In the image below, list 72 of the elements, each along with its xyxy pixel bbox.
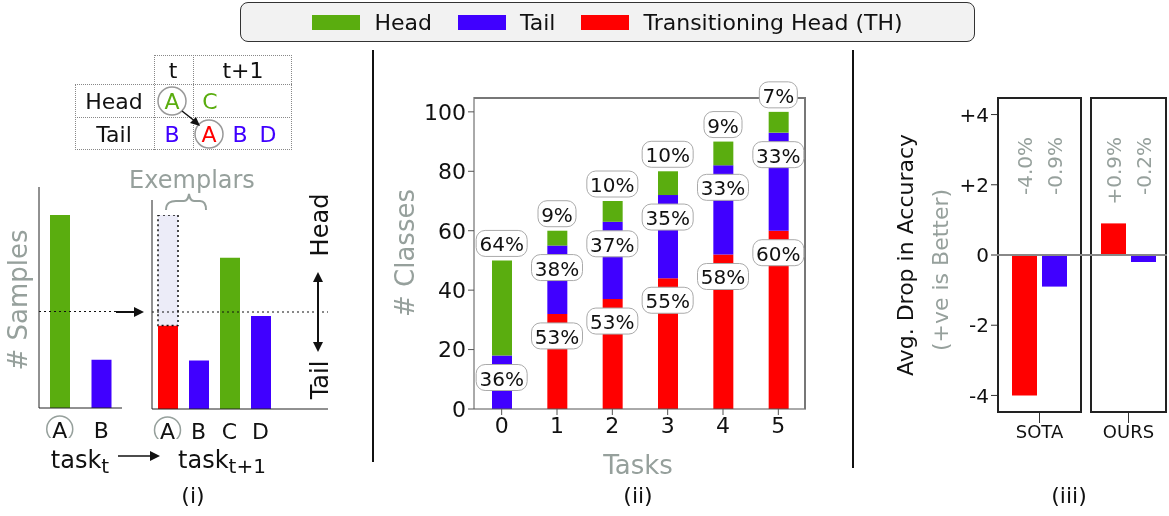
x-tick-label: 2 [605, 412, 620, 438]
x-tick-label: A [52, 417, 68, 443]
data-label: -0.2% [1131, 137, 1156, 196]
text: t+1 [222, 57, 264, 83]
annotation: 53% [590, 310, 635, 335]
data-label: -0.9% [1042, 137, 1067, 196]
data-label: +0.9% [1101, 137, 1126, 205]
annotation: 10% [590, 173, 635, 197]
x-tick-label: 5 [771, 412, 786, 438]
y-axis-title: # Classes [390, 189, 420, 317]
x-tick-label: A [159, 418, 176, 444]
y-tick-label: +4 [959, 102, 989, 127]
y-tick-label: 80 [438, 159, 466, 185]
text: t [168, 57, 178, 83]
annotation: 58% [700, 265, 746, 290]
text: A [201, 121, 217, 147]
text: Head [306, 193, 334, 257]
text: C [202, 88, 218, 114]
y-axis-title: # Samples [3, 229, 33, 371]
text: Head [85, 88, 143, 114]
text: (+ve is Better) [927, 188, 953, 352]
y-tick-label: 100 [424, 99, 466, 125]
x-tick-label: C [221, 418, 238, 444]
data-label: -4.0% [1012, 137, 1037, 196]
y-tick-label: -2 [969, 313, 989, 338]
text: Tail [96, 121, 132, 147]
annotation: 10% [645, 143, 690, 168]
annotation: 53% [534, 324, 580, 349]
annotation: 9% [541, 202, 573, 227]
x-tick-label: B [93, 417, 109, 443]
y-tick-label: 0 [452, 396, 466, 422]
x-tick-label: 0 [494, 412, 509, 438]
annotation: 9% [707, 113, 739, 138]
x-axis-title: task$_{t+1}$ [178, 445, 266, 479]
x-axis-title: task$_{t}$ [50, 445, 110, 479]
y-tick-label: 0 [976, 243, 989, 268]
x-axis-title: Tasks [603, 450, 673, 480]
annotation: 38% [534, 256, 580, 281]
legend-label: Transitioning Head (TH) [643, 9, 903, 35]
annotation: 35% [645, 206, 690, 231]
x-tick-label: OURS [1102, 420, 1155, 442]
annotation: 33% [700, 176, 746, 201]
x-tick-label: D [252, 418, 269, 444]
y-tick-label: -4 [969, 383, 989, 408]
text: Exemplars [129, 166, 255, 194]
annotation: 7% [762, 83, 795, 108]
x-tick-label: SOTA [1015, 420, 1064, 442]
y-tick-label: 60 [438, 218, 466, 244]
text: (i) [181, 482, 205, 508]
legend-label: Head [374, 9, 432, 35]
y-axis-title: Avg. Drop in Accuracy [892, 133, 918, 377]
text: A [164, 88, 180, 114]
y-tick-label: 40 [438, 277, 466, 303]
annotation: 55% [645, 289, 690, 314]
x-tick-label: 1 [550, 412, 564, 438]
x-tick-label: 4 [716, 412, 730, 438]
text: B [232, 121, 248, 147]
text: Tail [306, 360, 334, 400]
annotation: 33% [756, 143, 801, 168]
x-tick-label: B [190, 418, 207, 444]
annotation: 60% [756, 241, 801, 266]
text: (ii) [623, 482, 653, 508]
y-tick-label: 20 [438, 337, 466, 363]
x-tick-label: 3 [660, 412, 675, 438]
text: (iii) [1051, 482, 1087, 508]
text: D [259, 121, 277, 147]
annotation: 37% [590, 232, 635, 257]
y-tick-label: +2 [959, 172, 989, 197]
annotation: 64% [479, 232, 524, 257]
legend-label: Tail [519, 9, 556, 35]
annotation: 36% [479, 366, 524, 391]
text: B [164, 121, 180, 147]
